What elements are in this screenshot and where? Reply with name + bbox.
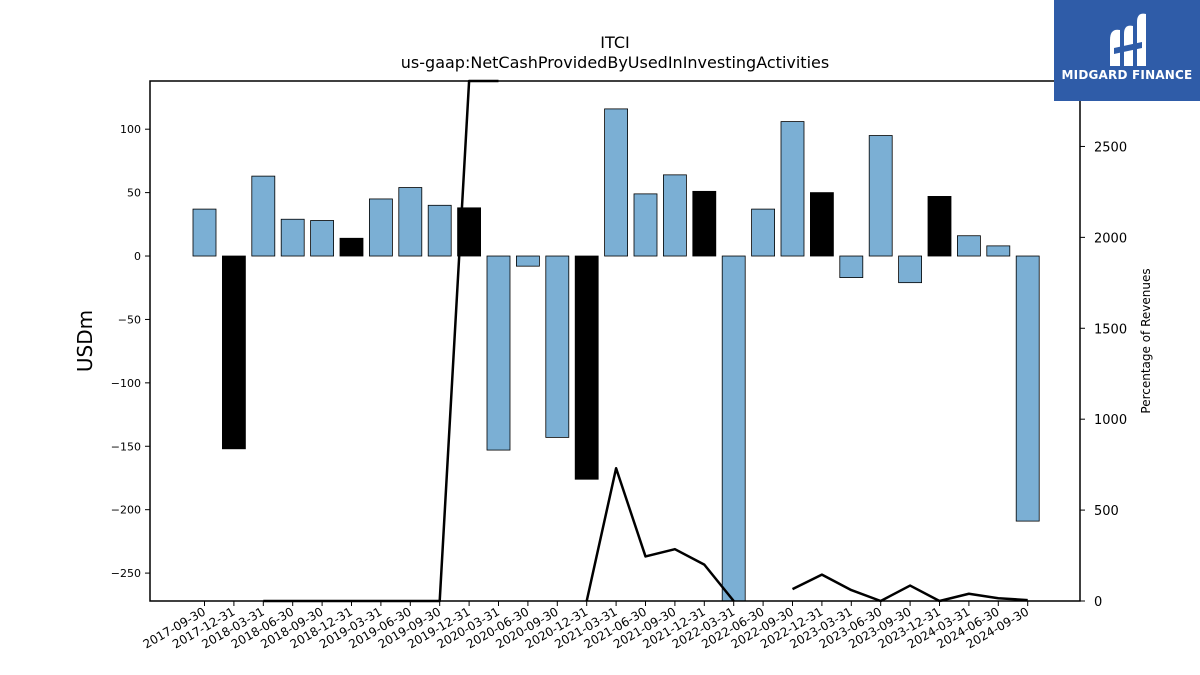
percentage-line	[263, 79, 1028, 603]
bar-2022-12-31	[810, 192, 834, 257]
bar-2022-06-30	[751, 208, 775, 257]
percentage-line-group	[263, 79, 1028, 603]
bar-2018-09-30	[310, 220, 335, 257]
bar-2023-12-31	[927, 196, 952, 257]
y-tick-label: −250	[111, 567, 141, 580]
bar-2019-03-31	[368, 198, 393, 257]
bar-2018-03-31	[251, 175, 276, 257]
y2-tick-label: 1000	[1094, 413, 1127, 428]
y2-tick-label: 0	[1094, 595, 1102, 610]
bar-2017-12-31	[221, 255, 246, 450]
bar-2017-09-30	[192, 208, 217, 257]
plot-frame	[149, 80, 1081, 602]
bar-2019-12-31	[457, 207, 482, 257]
y-axis-label: USDm	[73, 310, 97, 372]
bar-2021-12-31	[692, 190, 717, 257]
chart-title: ITCI	[600, 33, 629, 52]
bar-2020-06-30	[516, 255, 540, 267]
bar-2019-09-30	[427, 204, 452, 257]
y-tick-label: −200	[111, 504, 141, 517]
bar-2023-03-31	[839, 255, 864, 278]
bar-2021-09-30	[663, 174, 687, 257]
bar-2023-06-30	[868, 135, 893, 257]
bar-2023-09-30	[898, 255, 922, 284]
y2-axis-label: Percentage of Revenues	[1139, 268, 1153, 413]
y2-tick-label: 2500	[1094, 140, 1127, 155]
bar-2024-03-31	[957, 235, 981, 257]
bar-group	[192, 108, 1040, 602]
y-tick-label: 100	[120, 123, 141, 136]
y2-tick-label: 500	[1094, 504, 1119, 519]
bar-2018-06-30	[280, 218, 305, 257]
y-tick-label: 50	[127, 187, 141, 200]
bar-2020-03-31	[486, 255, 511, 451]
bar-2020-09-30	[545, 255, 570, 438]
bar-2019-06-30	[398, 187, 423, 257]
y-tick-label: 0	[134, 250, 141, 263]
bar-2018-12-31	[339, 237, 364, 257]
y2-tick-label: 1500	[1094, 322, 1127, 337]
bar-2024-09-30	[1015, 255, 1040, 522]
logo-mark-icon	[1110, 13, 1146, 66]
y-tick-label: −150	[111, 440, 141, 453]
bar-2021-06-30	[633, 193, 658, 257]
logo-text: MIDGARD FINANCE	[1061, 68, 1193, 82]
y2-tick-label: 2000	[1094, 231, 1127, 246]
bar-2022-03-31	[721, 255, 746, 602]
y-tick-label: −50	[118, 313, 141, 326]
y-tick-label: −100	[111, 377, 141, 390]
bar-2024-06-30	[986, 245, 1011, 257]
bar-2022-09-30	[780, 121, 805, 257]
chart-subtitle: us-gaap:NetCashProvidedByUsedInInvesting…	[401, 53, 829, 72]
brand-logo: MIDGARD FINANCE	[1054, 0, 1200, 101]
bar-2021-03-31	[604, 108, 628, 257]
bar-2020-12-31	[574, 255, 599, 480]
